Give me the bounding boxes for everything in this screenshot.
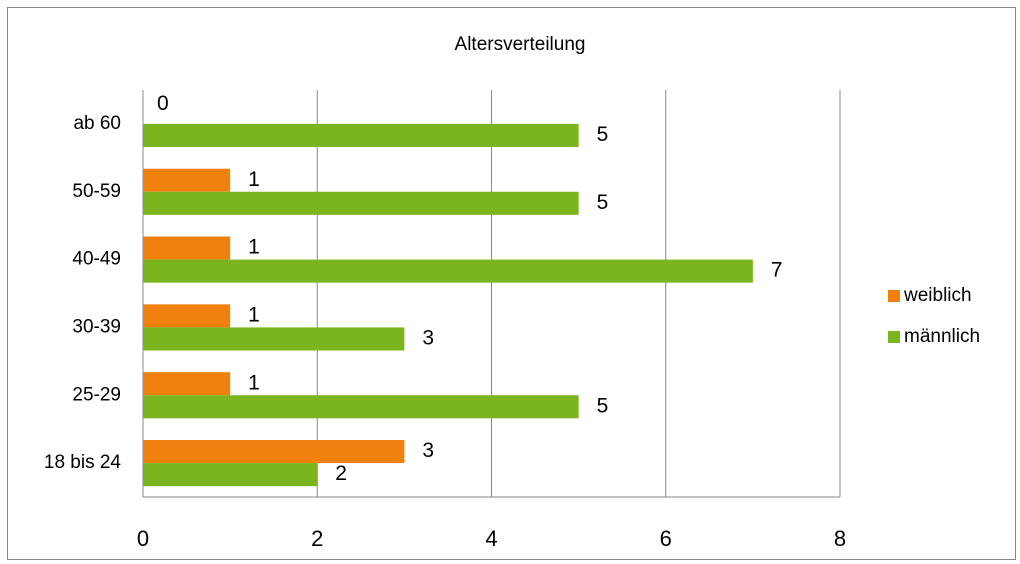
data-label: 7 <box>771 259 783 282</box>
x-tick-label: 8 <box>834 526 846 551</box>
y-tick-label: 30-39 <box>72 316 121 337</box>
data-label: 1 <box>248 168 260 191</box>
legend-swatch <box>888 290 900 302</box>
data-label: 5 <box>597 394 609 417</box>
data-label: 2 <box>335 462 347 485</box>
bar <box>143 191 579 215</box>
legend-label: männlich <box>904 326 980 347</box>
x-tick-label: 0 <box>137 526 149 551</box>
data-label: 0 <box>157 92 169 115</box>
x-tick-label: 4 <box>485 526 497 551</box>
bar <box>143 123 579 147</box>
legend-swatch <box>888 331 900 343</box>
bar <box>143 463 318 487</box>
y-tick-label: 18 bis 24 <box>44 452 122 473</box>
bar <box>143 440 405 464</box>
data-label: 5 <box>597 191 609 214</box>
data-label: 1 <box>248 236 260 259</box>
y-tick-label: 50-59 <box>72 181 121 202</box>
bar <box>143 372 231 396</box>
data-label: 1 <box>248 371 260 394</box>
data-label: 3 <box>422 326 434 349</box>
bar <box>143 304 231 328</box>
y-tick-label: ab 60 <box>73 113 121 134</box>
data-label: 5 <box>597 123 609 146</box>
bar <box>143 259 753 283</box>
y-tick-label: 25-29 <box>72 384 121 405</box>
bar <box>143 327 405 351</box>
x-tick-label: 6 <box>660 526 672 551</box>
bar <box>143 168 231 192</box>
legend-label: weiblich <box>903 285 972 306</box>
y-tick-label: 40-49 <box>72 249 121 270</box>
data-label: 3 <box>422 439 434 462</box>
data-label: 1 <box>248 303 260 326</box>
chart-title: Altersverteilung <box>455 34 586 55</box>
x-tick-label: 2 <box>311 526 323 551</box>
bar <box>143 395 579 419</box>
bar <box>143 236 231 260</box>
